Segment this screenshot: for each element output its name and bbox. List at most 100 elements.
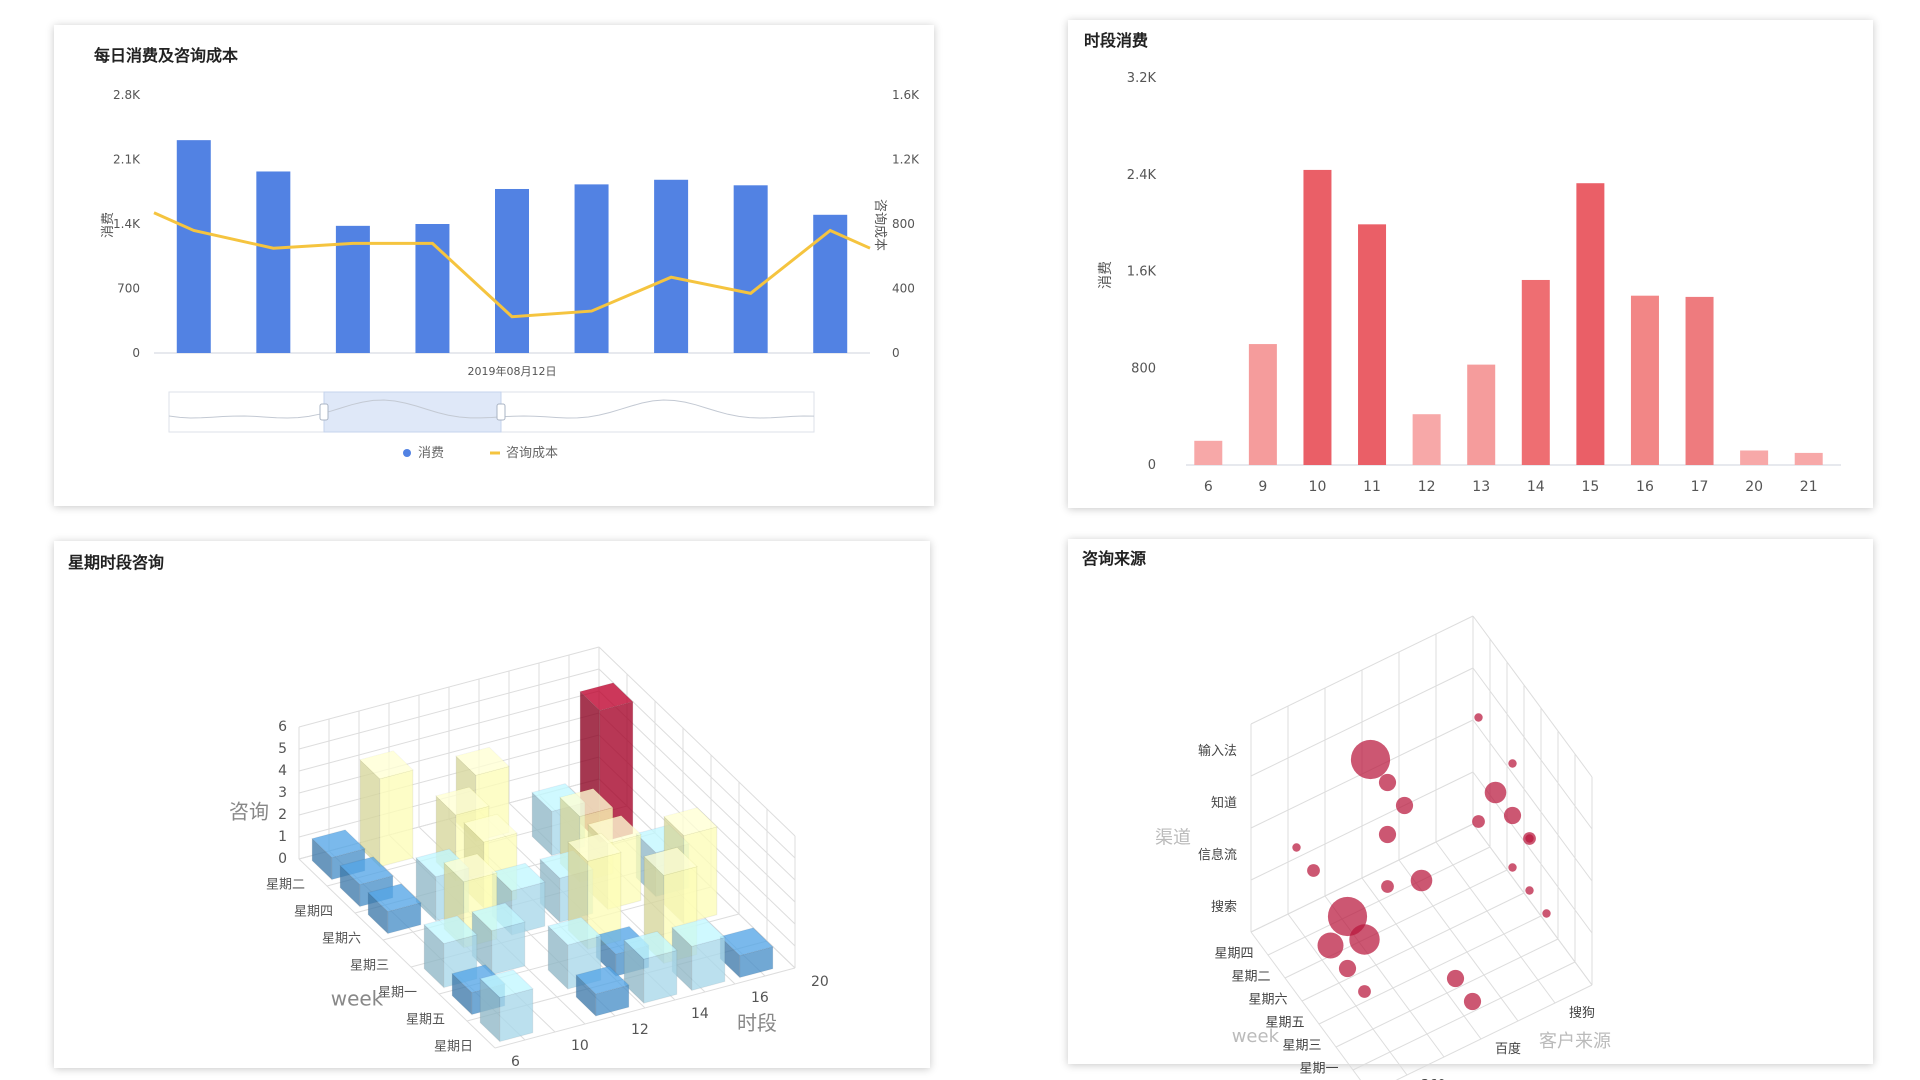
bar (1412, 414, 1441, 465)
x-tick-label: 星期三 (350, 959, 389, 974)
bar3d (359, 750, 414, 868)
y-tick-label: 2.1K (113, 153, 141, 167)
hourly-spend-card: 时段消费 0 800 1.6K 2.4K 3.2K 消费 6 9 10 11 12 13 14 15 16 1… (1068, 20, 1873, 508)
bar (1685, 296, 1714, 465)
grid-line (1472, 615, 1593, 778)
x-tick-label: 6 (1204, 479, 1213, 495)
y-tick-label: 360 (1421, 1078, 1446, 1080)
grid-line (298, 858, 496, 1049)
grid-line (598, 646, 796, 837)
bar3d (671, 918, 726, 992)
scatter-point (1542, 909, 1551, 918)
bar3d-face (547, 916, 602, 946)
y2-tick-label: 1.2K (892, 153, 920, 167)
data-zoom-window (323, 391, 502, 433)
scatter-point (1381, 880, 1394, 893)
grid-line (1472, 719, 1593, 882)
y-tick-label: 6 (511, 1054, 520, 1070)
bar3d-face (463, 813, 518, 843)
scatter-point (1474, 713, 1483, 722)
x-tick-label: 星期一 (378, 986, 417, 1001)
bar3d-face (379, 769, 414, 868)
grid-line (1287, 913, 1408, 1076)
y2-tick-label: 800 (892, 217, 915, 231)
scatter-point (1410, 869, 1433, 892)
scatter-point (1508, 863, 1517, 872)
y-tick-label: 20 (811, 974, 829, 990)
weekday-hour-card: 星期时段咨询 0 1 2 3 4 5 6 咨询 星期二 星期四 星期六 星期三 星期一 星期五 星期日 wee… (54, 541, 930, 1070)
weekday-hour-title: 星期时段咨询 (68, 553, 165, 572)
bar (1358, 224, 1387, 465)
y-axis-label: 消费 (101, 212, 116, 238)
y-tick-label: 800 (1131, 361, 1156, 376)
y-tick-label: 1.6K (1127, 265, 1157, 280)
daily-spend-card: 每日消费及咨询成本 0 700 1.4K 2.1K 2.8K 0 400 800 1.2K 1.6… (54, 25, 934, 506)
bar3d-face (491, 862, 546, 892)
x-tick-label: 16 (1636, 479, 1654, 495)
bar3d (575, 965, 630, 1018)
y-tick-label: 2.4K (1127, 168, 1157, 183)
y2-axis-label: 咨询成本 (872, 199, 887, 251)
y-tick-label: 10 (571, 1038, 589, 1054)
bar (733, 185, 768, 353)
x-tick-label: 星期四 (294, 905, 333, 920)
data-zoom-handle (319, 403, 329, 421)
bar3d (367, 883, 422, 935)
bar3d-face (471, 902, 526, 932)
bar3d-face (575, 965, 630, 995)
x-tick-label: 星期六 (1248, 993, 1287, 1008)
z-tick-label: 6 (278, 719, 287, 735)
scatter-point (1463, 992, 1482, 1011)
grid-line (1472, 667, 1593, 830)
bar3d (471, 902, 526, 976)
y-tick-label: 14 (691, 1006, 709, 1022)
scatter-point (1508, 759, 1517, 768)
x-tick-label: 星期二 (266, 878, 305, 893)
source-3d-scatter[interactable]: 搜索信息流知道输入法渠道星期四星期二星期六星期五星期三星期一星期日week360… (1068, 539, 1873, 1080)
bar3d-face (479, 969, 534, 999)
y-axis-label: 消费 (1098, 261, 1114, 289)
scatter-point (1525, 886, 1534, 895)
z-axis-label: 渠道 (1155, 827, 1191, 848)
scatter-point (1503, 806, 1522, 825)
z-tick-label: 输入法 (1198, 743, 1237, 759)
x-tick-label: 星期二 (1231, 970, 1270, 985)
x-tick-label: 15 (1581, 479, 1599, 495)
scatter-point (1523, 832, 1536, 845)
scatter-point (1472, 815, 1485, 828)
y2-tick-label: 0 (892, 346, 900, 360)
z-axis-label: 咨询 (229, 800, 269, 824)
scatter-point (1446, 969, 1465, 988)
scatter-point (1484, 781, 1507, 804)
x-tick-label: 17 (1691, 479, 1709, 495)
bar3d-face (559, 788, 614, 817)
x-tick-label: 11 (1363, 479, 1381, 495)
scatter-point (1358, 985, 1371, 998)
y-axis-label: 客户来源 (1539, 1031, 1611, 1052)
x-tick-label: 星期三 (1282, 1039, 1321, 1054)
bar3d-face (671, 918, 726, 947)
bar3d-face (367, 883, 422, 913)
x-tick-label: 星期日 (434, 1040, 473, 1055)
z-tick-label: 0 (278, 851, 287, 867)
hourly-spend-chart: 0 800 1.6K 2.4K 3.2K 消费 6 9 10 11 12 13 14 15 16 17 20 21 (1098, 71, 1841, 495)
weekday-hour-3d-chart[interactable]: 0123456咨询星期二星期四星期六星期三星期一星期五星期日week610121… (54, 541, 930, 1070)
x-axis-label: week (1232, 1026, 1280, 1047)
y-tick-label: 3.2K (1127, 71, 1157, 86)
bar3d-face (567, 832, 622, 862)
bar3d-face (311, 829, 366, 859)
x-tick-label: 20 (1745, 479, 1763, 495)
bar (574, 184, 609, 353)
y-tick-label: 700 (117, 282, 140, 296)
x-tick-label: 10 (1309, 479, 1327, 495)
bar3d-face (339, 856, 394, 886)
x-tick-label: 14 (1527, 479, 1545, 495)
y-tick-label: 百度 (1495, 1041, 1521, 1057)
z-tick-label: 搜索 (1211, 900, 1237, 915)
bar3d-face (435, 786, 490, 816)
grid-line (1361, 877, 1482, 1040)
z-tick-label: 2 (278, 807, 287, 823)
bar (1740, 450, 1769, 465)
legend-marker (403, 449, 411, 457)
